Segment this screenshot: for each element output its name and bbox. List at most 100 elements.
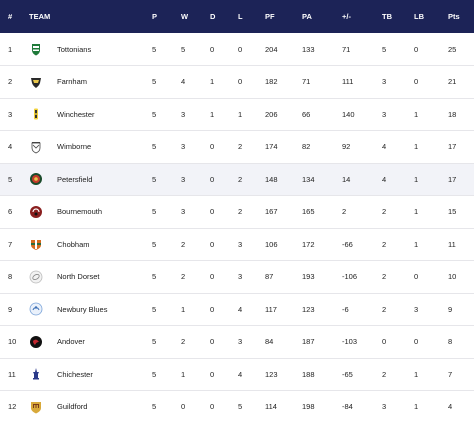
points-difference-cell: -66 [342, 239, 353, 249]
position-cell: 8 [8, 272, 13, 282]
points-against-cell: 134 [302, 174, 315, 184]
position-cell: 2 [8, 77, 13, 87]
won-cell: 0 [181, 402, 186, 412]
losing-bonus-cell: 1 [414, 239, 419, 249]
drawn-cell: 0 [210, 174, 215, 184]
lost-cell: 5 [238, 402, 243, 412]
played-cell: 5 [152, 44, 157, 54]
farnham-crest-icon [29, 75, 43, 89]
table-row[interactable]: 9 Newbury Blues 5 1 0 4 117 123 -6 2 3 9 [0, 293, 474, 326]
points-against-cell: 198 [302, 402, 315, 412]
losing-bonus-cell: 1 [414, 402, 419, 412]
try-bonus-cell: 2 [382, 207, 387, 217]
points-against-cell: 133 [302, 44, 315, 54]
newbury-blues-crest-icon [29, 302, 43, 316]
team-cell[interactable]: Winchester [29, 98, 152, 131]
header-won[interactable]: W [181, 12, 189, 21]
won-cell: 2 [181, 239, 186, 249]
table-row[interactable]: 10 Andover 5 2 0 3 84 187 -103 0 0 8 [0, 326, 474, 359]
points-cell: 15 [448, 207, 457, 217]
position-cell: 5 [8, 174, 13, 184]
points-against-cell: 165 [302, 207, 315, 217]
team-cell[interactable]: Petersfield [29, 163, 152, 196]
team-cell[interactable]: Andover [29, 326, 152, 359]
played-cell: 5 [152, 337, 157, 347]
header-drawn[interactable]: D [210, 12, 216, 21]
drawn-cell: 0 [210, 142, 215, 152]
team-cell[interactable]: Newbury Blues [29, 293, 152, 326]
points-difference-cell: -6 [342, 304, 349, 314]
points-cell: 17 [448, 142, 457, 152]
team-name[interactable]: Newbury Blues [57, 304, 108, 314]
team-info: Farnham [29, 75, 152, 89]
team-name[interactable]: North Dorset [57, 272, 100, 282]
try-bonus-cell: 4 [382, 174, 387, 184]
team-name[interactable]: Bournemouth [57, 207, 103, 217]
points-against-cell: 82 [302, 142, 311, 152]
table-row[interactable]: 12 Guildford 5 0 0 5 114 198 -84 3 1 4 [0, 391, 474, 423]
team-name[interactable]: Chobham [57, 239, 90, 249]
drawn-cell: 1 [210, 77, 215, 87]
table-row[interactable]: 3 Winchester 5 3 1 1 206 66 140 3 1 18 [0, 98, 474, 131]
team-name[interactable]: Winchester [57, 109, 95, 119]
team-info: North Dorset [29, 270, 152, 284]
header-points[interactable]: Pts [448, 12, 460, 21]
team-cell[interactable]: North Dorset [29, 261, 152, 294]
team-name[interactable]: Farnham [57, 77, 88, 87]
points-cell: 9 [448, 304, 453, 314]
points-difference-cell: -65 [342, 369, 353, 379]
table-row[interactable]: 4 Wimborne 5 3 0 2 174 82 92 4 1 17 [0, 131, 474, 164]
header-points-difference[interactable]: +/- [342, 12, 351, 21]
team-name[interactable]: Guildford [57, 402, 88, 412]
played-cell: 5 [152, 174, 157, 184]
position-cell: 10 [8, 337, 17, 347]
team-cell[interactable]: Chobham [29, 228, 152, 261]
lost-cell: 0 [238, 44, 243, 54]
table-row[interactable]: 11 Chichester 5 1 0 4 123 188 -65 2 1 7 [0, 358, 474, 391]
table-row[interactable]: 7 Chobham 5 2 0 3 106 172 -66 2 1 11 [0, 228, 474, 261]
points-cell: 4 [448, 402, 453, 412]
header-losing-bonus[interactable]: LB [414, 12, 424, 21]
header-pos[interactable]: # [8, 12, 13, 21]
team-cell[interactable]: Chichester [29, 358, 152, 391]
table-row[interactable]: 6 Bournemouth 5 3 0 2 167 165 2 2 1 15 [0, 196, 474, 229]
header-points-for[interactable]: PF [265, 12, 275, 21]
losing-bonus-cell: 1 [414, 369, 419, 379]
team-cell[interactable]: Farnham [29, 66, 152, 99]
points-against-cell: 172 [302, 239, 315, 249]
header-played[interactable]: P [152, 12, 158, 21]
team-cell[interactable]: Wimborne [29, 131, 152, 164]
try-bonus-cell: 2 [382, 272, 387, 282]
drawn-cell: 0 [210, 272, 215, 282]
points-cell: 7 [448, 369, 453, 379]
team-name[interactable]: Petersfield [57, 174, 93, 184]
lost-cell: 2 [238, 142, 243, 152]
team-cell[interactable]: Tottonians [29, 33, 152, 66]
lost-cell: 2 [238, 207, 243, 217]
table-body: 1 Tottonians 5 5 0 0 204 133 71 5 0 25 2 Farnham 5 4 1 0 1… [0, 33, 474, 423]
team-cell[interactable]: Bournemouth [29, 196, 152, 229]
points-for-cell: 114 [265, 402, 277, 412]
won-cell: 3 [181, 109, 186, 119]
team-cell[interactable]: Guildford [29, 391, 152, 423]
table-row[interactable]: 5 Petersfield 5 3 0 2 148 134 14 4 1 17 [0, 163, 474, 196]
header-lost[interactable]: L [238, 12, 243, 21]
points-for-cell: 87 [265, 272, 274, 282]
header-try-bonus[interactable]: TB [382, 12, 392, 21]
table-row[interactable]: 2 Farnham 5 4 1 0 182 71 111 3 0 21 [0, 66, 474, 99]
andover-crest-icon [29, 335, 43, 349]
team-name[interactable]: Chichester [57, 369, 93, 379]
header-team[interactable]: TEAM [29, 12, 51, 21]
won-cell: 3 [181, 142, 186, 152]
lost-cell: 1 [238, 109, 243, 119]
team-name[interactable]: Tottonians [57, 44, 92, 54]
team-name[interactable]: Wimborne [57, 142, 92, 152]
table-row[interactable]: 1 Tottonians 5 5 0 0 204 133 71 5 0 25 [0, 33, 474, 66]
team-name[interactable]: Andover [57, 337, 85, 347]
header-points-against[interactable]: PA [302, 12, 312, 21]
won-cell: 3 [181, 174, 186, 184]
table-row[interactable]: 8 North Dorset 5 2 0 3 87 193 -106 2 0 10 [0, 261, 474, 294]
position-cell: 1 [8, 44, 13, 54]
played-cell: 5 [152, 402, 157, 412]
played-cell: 5 [152, 239, 157, 249]
